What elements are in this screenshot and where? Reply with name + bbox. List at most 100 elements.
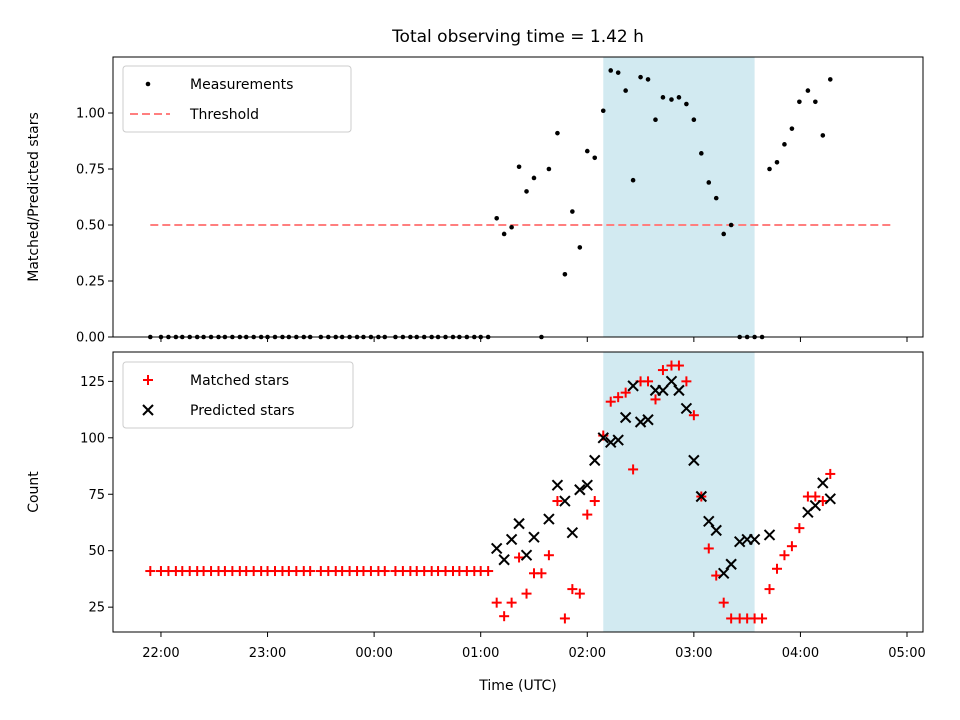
data-point bbox=[721, 231, 726, 237]
x-stroke-2 bbox=[657, 384, 669, 397]
x-stroke-2 bbox=[642, 414, 654, 426]
x-stroke-2 bbox=[605, 436, 617, 449]
data-point bbox=[645, 77, 651, 82]
x-tick-label: 22:00 bbox=[142, 646, 179, 661]
data-point-plus bbox=[145, 566, 156, 577]
data-point-plus bbox=[786, 541, 797, 552]
x-tick-label: 03:00 bbox=[675, 646, 712, 661]
data-point bbox=[653, 117, 658, 123]
x-tick-label: 00:00 bbox=[355, 646, 392, 661]
x-tick-label: 23:00 bbox=[249, 646, 286, 661]
x-stroke-2 bbox=[551, 479, 564, 491]
data-point bbox=[713, 195, 719, 201]
x-stroke-2 bbox=[688, 454, 700, 467]
series-predicted-stars bbox=[490, 375, 836, 579]
axes-frame bbox=[112, 351, 924, 633]
x-stroke-2 bbox=[627, 380, 639, 392]
panel-counts: 25 50 75 100 125 22:00 23:00 00:00 01:00 02:00 03:… bbox=[26, 351, 926, 661]
data-point bbox=[789, 126, 795, 131]
y-tick-label: 1.00 bbox=[76, 107, 105, 122]
x-stroke-2 bbox=[581, 479, 593, 491]
series-matched-stars bbox=[145, 360, 836, 624]
data-point-x bbox=[817, 477, 829, 489]
x-stroke-2 bbox=[574, 484, 586, 496]
data-point-x bbox=[665, 375, 678, 388]
x-stroke-2 bbox=[710, 524, 722, 537]
x-stroke-2 bbox=[763, 529, 776, 541]
data-point bbox=[767, 166, 772, 172]
data-point-x bbox=[642, 414, 654, 426]
data-point bbox=[592, 155, 598, 161]
data-point-x bbox=[703, 515, 715, 528]
data-point bbox=[494, 215, 499, 221]
data-point-plus bbox=[521, 588, 532, 599]
x-stroke-2 bbox=[505, 533, 518, 546]
data-point-x bbox=[717, 567, 730, 579]
data-point bbox=[774, 159, 780, 165]
x-stroke-2 bbox=[809, 499, 822, 512]
data-point-x bbox=[809, 499, 822, 512]
legend-label: Threshold bbox=[189, 107, 259, 123]
data-point bbox=[555, 130, 560, 136]
data-point bbox=[660, 95, 666, 100]
data-point-plus bbox=[757, 613, 768, 624]
x-stroke-2 bbox=[520, 549, 533, 561]
chart-title: Total observing time = 1.42 h bbox=[391, 27, 644, 47]
y-tick-label: 0.00 bbox=[76, 331, 105, 346]
x-stroke-2 bbox=[733, 535, 746, 548]
data-point-x bbox=[619, 411, 632, 424]
data-point bbox=[546, 166, 552, 172]
data-point-plus bbox=[499, 611, 510, 622]
x-tick-label: 04:00 bbox=[782, 646, 819, 661]
data-point-plus bbox=[703, 543, 714, 554]
data-point-plus bbox=[650, 394, 661, 405]
data-point-plus bbox=[764, 584, 775, 595]
data-point bbox=[531, 175, 537, 181]
data-point-x bbox=[490, 542, 503, 555]
data-point-plus bbox=[379, 566, 390, 577]
legend-marker-dot bbox=[145, 81, 151, 87]
x-tick-label: 01:00 bbox=[462, 646, 499, 661]
data-point-x bbox=[513, 517, 525, 530]
data-point-plus bbox=[514, 552, 525, 563]
data-point-x bbox=[634, 416, 647, 428]
observing-window-span bbox=[603, 57, 755, 337]
data-point-plus bbox=[628, 464, 639, 475]
data-point bbox=[524, 189, 529, 194]
data-point-plus bbox=[673, 360, 684, 371]
data-point-plus bbox=[711, 570, 722, 581]
data-point-plus bbox=[543, 550, 554, 561]
x-stroke-2 bbox=[703, 515, 715, 528]
data-point-plus bbox=[574, 588, 585, 599]
y-tick-label: 0.50 bbox=[76, 219, 105, 234]
data-point-x bbox=[528, 531, 540, 543]
data-point-plus bbox=[657, 365, 668, 376]
data-point-x bbox=[520, 549, 533, 561]
x-stroke-2 bbox=[824, 493, 836, 505]
data-point bbox=[509, 224, 514, 230]
x-stroke-2 bbox=[725, 558, 737, 570]
data-point bbox=[623, 88, 628, 93]
legend-label: Predicted stars bbox=[190, 403, 295, 419]
data-point-plus bbox=[779, 550, 790, 561]
data-point bbox=[562, 271, 568, 277]
data-point-x bbox=[605, 436, 617, 449]
data-point bbox=[813, 99, 818, 105]
x-tick-label: 05:00 bbox=[888, 646, 925, 661]
data-point-x bbox=[680, 402, 693, 415]
data-point-x bbox=[559, 495, 571, 507]
data-point bbox=[570, 209, 575, 214]
y-tick-label: 0.75 bbox=[76, 163, 105, 178]
x-tick-label: 02:00 bbox=[569, 646, 606, 661]
data-point-x bbox=[657, 384, 669, 397]
legend-box bbox=[122, 65, 352, 133]
data-point-plus bbox=[582, 509, 593, 520]
data-point-plus bbox=[688, 410, 699, 421]
x-stroke-2 bbox=[142, 404, 154, 416]
legend: Matched stars Predicted stars bbox=[122, 361, 354, 429]
y-tick-label: 0.25 bbox=[76, 275, 105, 290]
y-tick-label: 75 bbox=[88, 488, 105, 503]
y-tick-label: 125 bbox=[80, 375, 105, 390]
data-point bbox=[615, 70, 621, 75]
data-point bbox=[699, 151, 704, 156]
